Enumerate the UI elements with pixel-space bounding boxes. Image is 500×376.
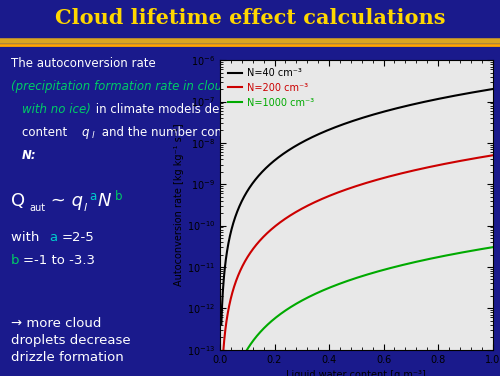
Text: Cloud lifetime effect calculations: Cloud lifetime effect calculations <box>55 8 446 28</box>
Text: in climate models depends on the cloud water: in climate models depends on the cloud w… <box>92 103 370 116</box>
Text: N:: N: <box>22 149 36 162</box>
N=200 cm⁻³ <box>482 155 488 159</box>
N=200 cm⁻³ <box>232 281 238 286</box>
Text: q: q <box>82 126 89 139</box>
N=40 cm⁻³ <box>350 118 356 123</box>
N=1000 cm⁻³ <box>432 256 438 260</box>
X-axis label: Liquid water content [g m⁻³]: Liquid water content [g m⁻³] <box>286 370 426 376</box>
Text: b: b <box>11 254 19 267</box>
N=1000 cm⁻³ <box>232 373 238 376</box>
Y-axis label: Autoconversion rate [kg kg⁻¹ s⁻¹]: Autoconversion rate [kg kg⁻¹ s⁻¹] <box>174 124 184 286</box>
N=1000 cm⁻³ <box>490 245 496 250</box>
Text: N: N <box>98 192 112 210</box>
N=40 cm⁻³ <box>343 121 349 126</box>
N=1000 cm⁻³ <box>482 246 488 251</box>
N=1000 cm⁻³ <box>482 246 488 251</box>
N=40 cm⁻³ <box>232 215 238 219</box>
Text: The autoconversion rate: The autoconversion rate <box>11 57 159 70</box>
N=40 cm⁻³ <box>482 88 488 92</box>
Text: aut: aut <box>29 203 45 213</box>
N=200 cm⁻³ <box>350 185 356 190</box>
Text: with: with <box>11 231 44 244</box>
N=200 cm⁻³ <box>482 155 488 159</box>
Text: =-1 to -3.3: =-1 to -3.3 <box>22 254 95 267</box>
N=40 cm⁻³ <box>432 97 438 102</box>
Text: with no ice): with no ice) <box>22 103 90 116</box>
N=40 cm⁻³ <box>218 322 224 326</box>
Text: a: a <box>50 231 58 244</box>
Line: N=200 cm⁻³: N=200 cm⁻³ <box>222 155 492 376</box>
Line: N=1000 cm⁻³: N=1000 cm⁻³ <box>222 247 492 376</box>
Text: (precipitation formation rate in clouds: (precipitation formation rate in clouds <box>11 80 235 93</box>
N=40 cm⁻³ <box>482 88 488 92</box>
Text: ~ q: ~ q <box>45 192 83 210</box>
N=200 cm⁻³ <box>490 153 496 158</box>
N=1000 cm⁻³ <box>350 277 356 281</box>
Text: =2-5: =2-5 <box>62 231 94 244</box>
Text: and the number concentration of cloud droplets: and the number concentration of cloud dr… <box>98 126 389 139</box>
Text: b: b <box>115 190 122 203</box>
Text: content: content <box>22 126 70 139</box>
Text: l: l <box>92 131 94 140</box>
Text: → more cloud
droplets decrease
drizzle formation: → more cloud droplets decrease drizzle f… <box>11 317 130 364</box>
N=200 cm⁻³ <box>343 187 349 192</box>
N=40 cm⁻³ <box>490 87 496 91</box>
N=1000 cm⁻³ <box>343 279 349 284</box>
Text: l: l <box>84 203 87 213</box>
Text: Q: Q <box>11 192 25 210</box>
Legend: N=40 cm⁻³, N=200 cm⁻³, N=1000 cm⁻³: N=40 cm⁻³, N=200 cm⁻³, N=1000 cm⁻³ <box>225 65 318 111</box>
Line: N=40 cm⁻³: N=40 cm⁻³ <box>222 89 492 324</box>
N=200 cm⁻³ <box>432 164 438 168</box>
Text: a: a <box>89 190 96 203</box>
